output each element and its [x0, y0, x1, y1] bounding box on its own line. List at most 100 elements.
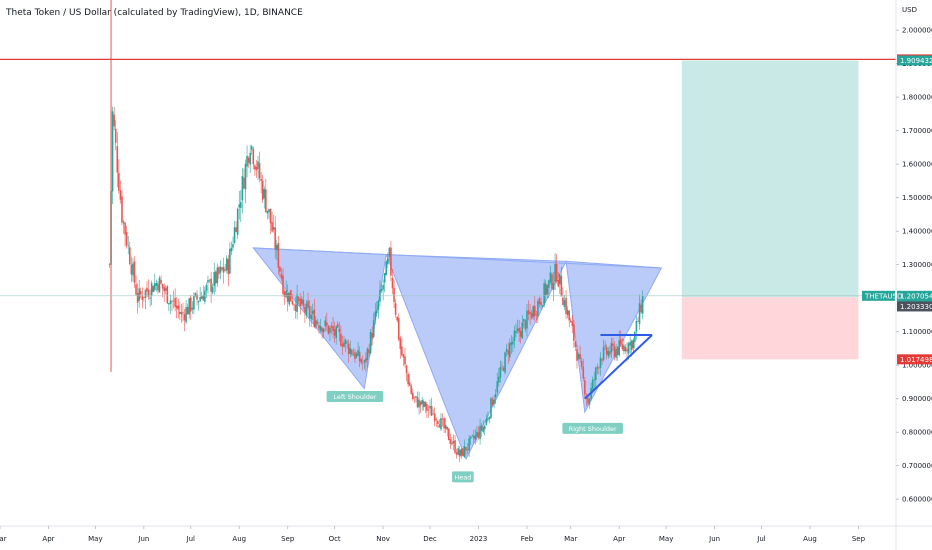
candle-body	[160, 280, 162, 284]
candle-body	[454, 440, 456, 453]
candle-body	[230, 247, 233, 252]
candle-body	[446, 426, 449, 430]
candle-body	[143, 297, 145, 298]
candle-body	[635, 320, 638, 332]
candle-body	[194, 293, 197, 296]
candle-body	[297, 297, 300, 301]
target-zone[interactable]	[681, 60, 859, 298]
candle-body	[512, 341, 514, 345]
candle-body	[211, 287, 214, 293]
candle-body	[451, 442, 453, 445]
position-tool[interactable]	[681, 60, 859, 360]
x-tick-label: 2023	[470, 535, 488, 543]
candle-body	[422, 401, 425, 408]
triangle-support[interactable]	[584, 334, 653, 400]
candle-body	[132, 263, 134, 276]
y-tick-label: 1.0000000	[902, 362, 932, 370]
candle-body	[632, 339, 635, 349]
candle-body	[315, 320, 317, 328]
candle-body	[386, 258, 389, 265]
head-and-shoulders-pattern[interactable]	[252, 247, 663, 461]
candle-body	[460, 448, 463, 456]
candle-body	[579, 354, 581, 359]
neckline[interactable]	[253, 247, 662, 269]
stop-price-badge: 1.0174982	[900, 356, 932, 364]
candle-body	[333, 329, 336, 336]
candle-body	[468, 438, 470, 451]
stop-zone[interactable]	[681, 297, 859, 360]
candle-body	[554, 263, 556, 282]
x-tick-label: Jun	[708, 535, 720, 543]
x-tick-label: Jul	[756, 535, 766, 543]
candle-body	[430, 405, 433, 416]
candle-body	[563, 300, 566, 307]
candle-body	[158, 277, 161, 293]
candle-body	[174, 298, 176, 307]
candle-body	[258, 163, 261, 179]
annotation-box	[326, 391, 384, 403]
candle-body	[613, 346, 616, 357]
candle-body	[438, 424, 441, 428]
bid-price-badge-bg	[897, 301, 932, 312]
candle-body	[519, 330, 522, 337]
candle-body	[594, 367, 597, 381]
candle-body	[272, 226, 275, 230]
candle-body	[527, 310, 530, 315]
candle-body	[499, 366, 502, 378]
price-badges: 1.91276661.90943281.207054912:55:191.203…	[862, 54, 932, 365]
candle-body	[152, 286, 155, 293]
ascending-triangle[interactable]	[584, 334, 653, 400]
candle-body	[279, 266, 281, 272]
candle-body	[340, 333, 342, 346]
candle-body	[296, 294, 298, 313]
price-axis[interactable]: 2.00000001.90000001.80000001.70000001.60…	[896, 27, 932, 504]
candle-body	[163, 287, 165, 292]
y-tick-label: 2.0000000	[902, 27, 932, 35]
candle-body	[208, 279, 211, 281]
candle-body	[415, 396, 417, 398]
candle-body	[376, 310, 378, 314]
candle-body	[179, 311, 181, 314]
candle-body	[629, 341, 631, 346]
candle-body	[452, 441, 455, 444]
candle-body	[155, 282, 158, 286]
candle-body	[368, 349, 370, 354]
candle-body	[291, 301, 294, 305]
candle-body	[604, 345, 606, 347]
candle-body	[222, 266, 225, 273]
candle-body	[541, 305, 544, 307]
stop-price-badge-bg	[897, 354, 932, 365]
candle-body	[637, 321, 639, 322]
candle-body	[121, 196, 123, 223]
candle-body	[437, 420, 439, 425]
pattern-shape-2[interactable]	[385, 254, 567, 461]
candle-body	[241, 176, 244, 201]
candle-body	[263, 189, 266, 199]
candle-body	[402, 354, 405, 358]
candle-body	[524, 320, 527, 330]
pattern-shape-3[interactable]	[565, 260, 663, 414]
candle-body	[421, 400, 423, 404]
candle-body	[310, 314, 312, 319]
x-tick-label: Nov	[376, 535, 390, 543]
candle-body	[189, 297, 192, 312]
candle-body	[180, 312, 183, 315]
candle-body	[266, 210, 269, 214]
candle-body	[338, 328, 341, 333]
candle-body	[538, 298, 541, 305]
candle-body	[544, 283, 547, 296]
candle-body	[494, 394, 497, 398]
candle-body	[529, 312, 531, 314]
candle-body	[396, 316, 398, 321]
candle-body	[330, 325, 333, 328]
candle-body	[432, 413, 434, 415]
candlestick-series	[108, 0, 644, 463]
candle-body	[621, 344, 624, 350]
candle-body	[624, 347, 627, 352]
time-axis[interactable]: Mar Apr May Jun Jul Aug Sep Oct Nov Dec 2023 Feb Mar…	[0, 526, 866, 543]
candle-body	[440, 418, 442, 430]
candle-body	[405, 365, 408, 374]
candle-body	[574, 341, 577, 347]
candle-body	[307, 300, 309, 308]
